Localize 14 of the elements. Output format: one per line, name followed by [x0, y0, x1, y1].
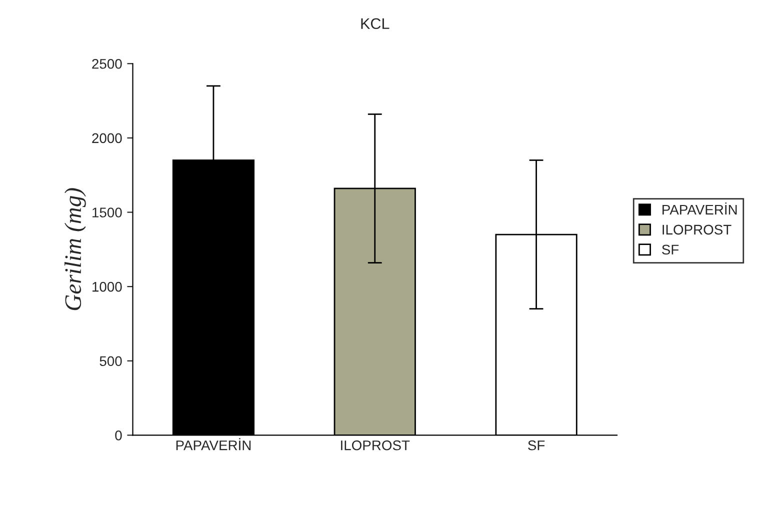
- y-tick-label: 1500: [92, 208, 122, 218]
- y-tick-label: 500: [100, 356, 122, 366]
- y-tick-label: 1000: [92, 282, 122, 292]
- legend-label: PAPAVERİN: [662, 202, 737, 214]
- y-tick-label: 2500: [92, 58, 122, 69]
- x-tick-label: ILOPROST: [341, 440, 410, 450]
- y-axis-title: Gerilim (mg): [64, 188, 86, 310]
- legend-label: ILOPROST: [662, 224, 732, 235]
- y-tick-label: 0: [115, 430, 122, 440]
- y-tick-label: 2000: [92, 133, 122, 144]
- x-tick-label: PAPAVERİN: [176, 438, 251, 450]
- x-tick-label: SF: [528, 440, 545, 450]
- chart-title: KCL: [361, 18, 390, 30]
- legend-label: SF: [662, 244, 679, 255]
